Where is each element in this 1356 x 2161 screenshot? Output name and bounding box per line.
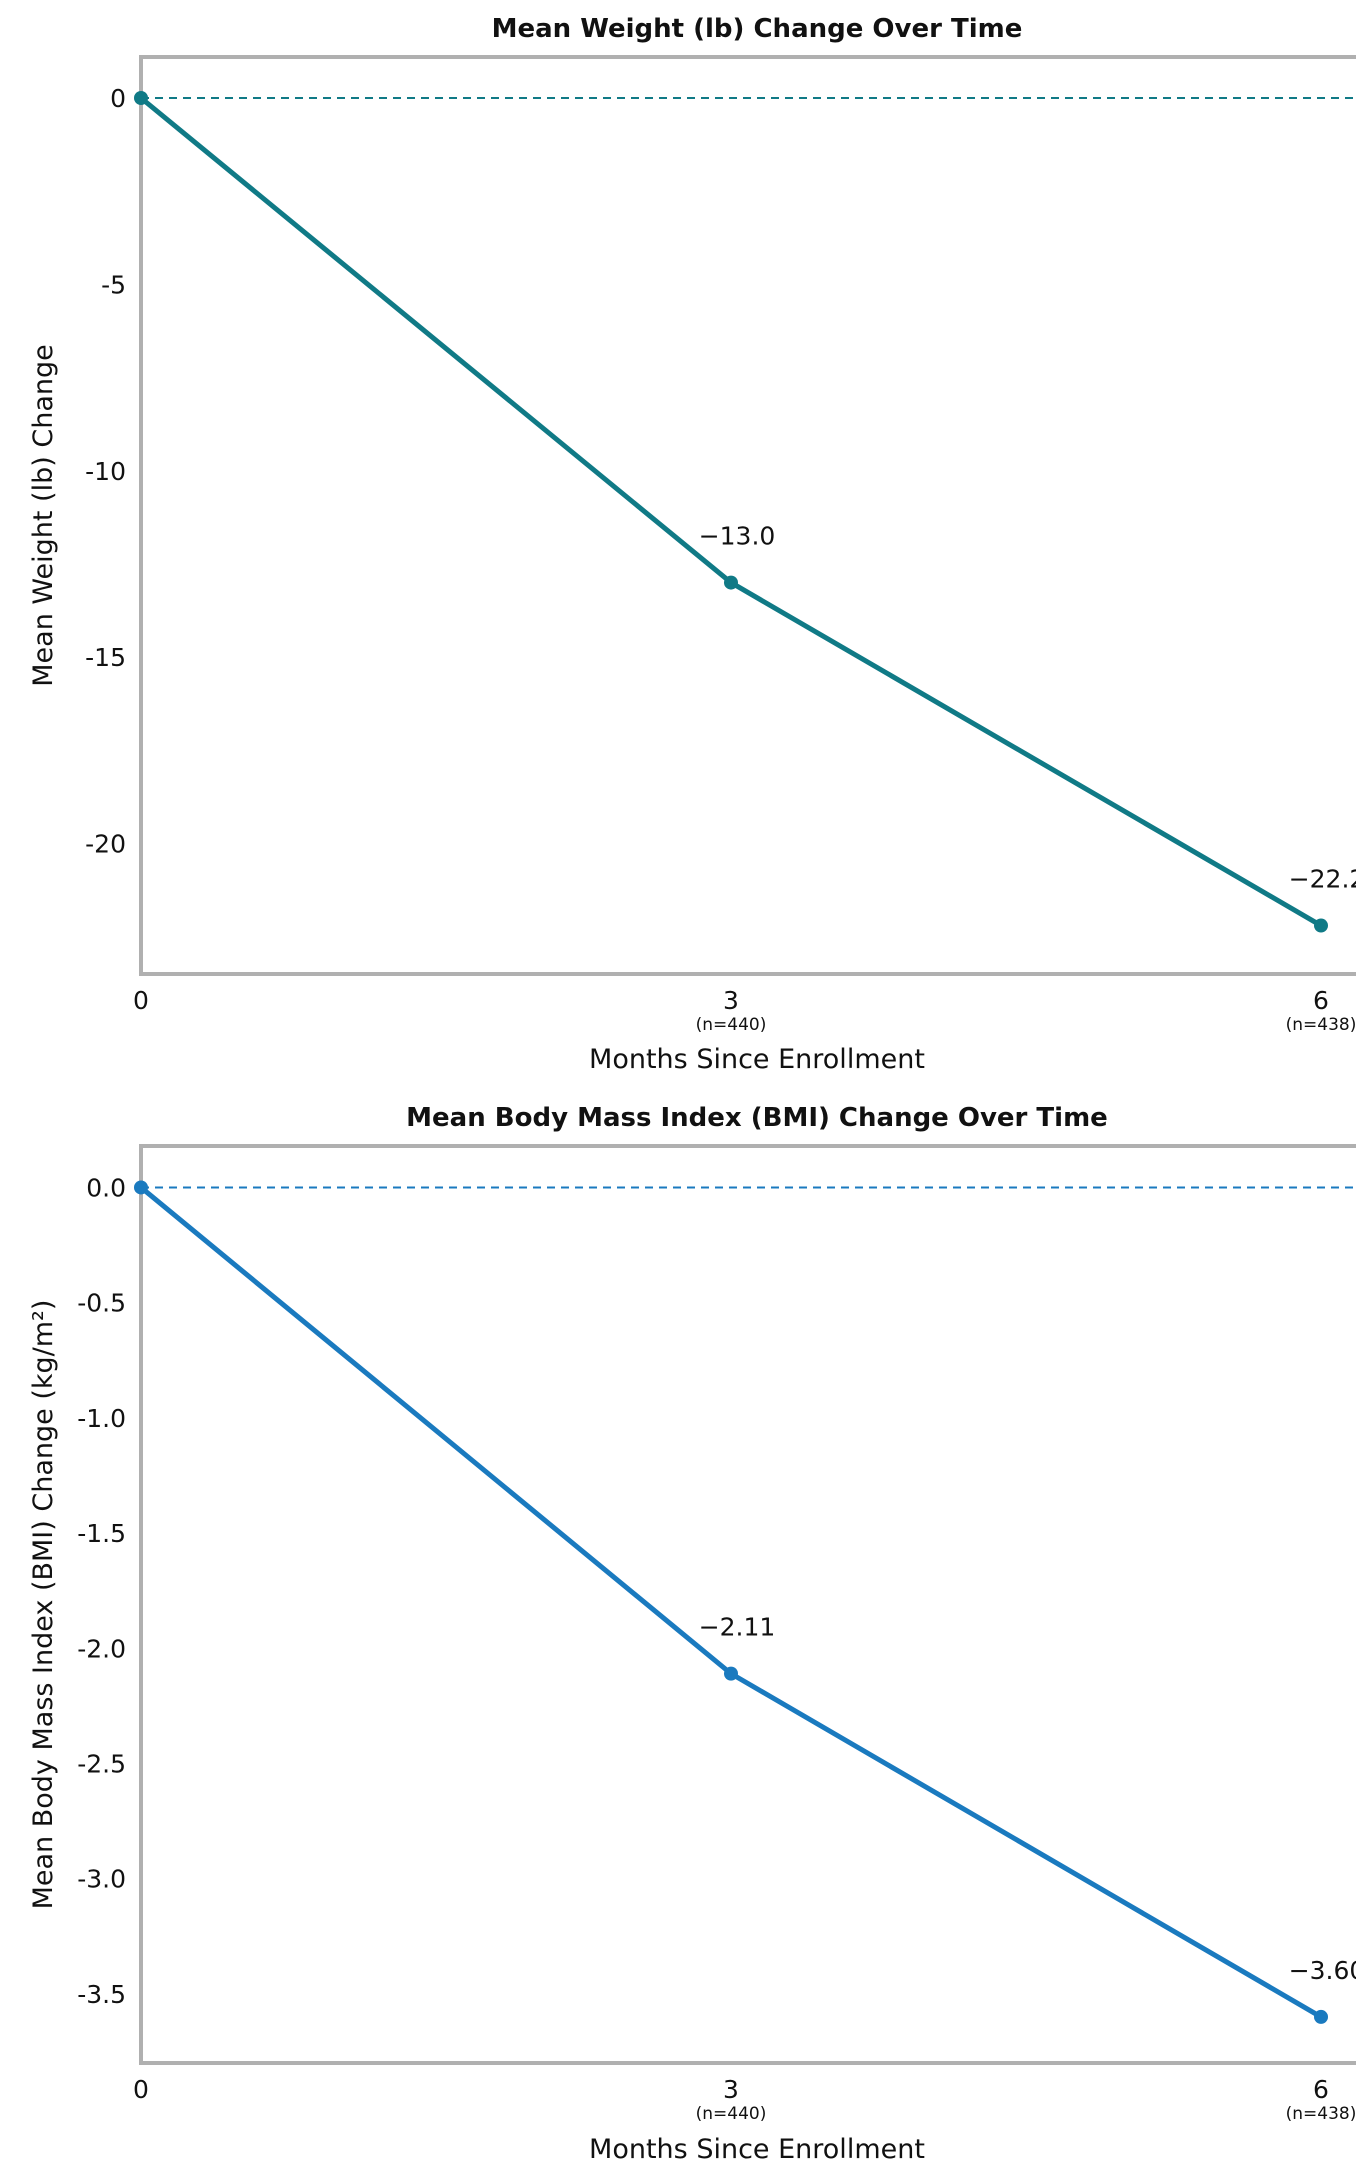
x-tick-sample-size: (n=438) xyxy=(1286,2104,1356,2124)
data-point xyxy=(134,1180,148,1195)
y-tick-label: 0.0 xyxy=(86,1173,126,1202)
weight-change-chart: Mean Weight (lb) Change Over Time 0 -5 -10 -… xyxy=(28,14,1356,1075)
data-point xyxy=(724,1666,738,1681)
x-tick-label: 6 xyxy=(1313,2075,1329,2104)
data-point xyxy=(1314,2009,1328,2024)
y-tick-label: -1.0 xyxy=(77,1404,126,1433)
y-tick-label: -5 xyxy=(101,270,126,299)
y-tick-label: -3.5 xyxy=(77,1980,126,2009)
y-tick-label: -3.0 xyxy=(77,1865,126,1894)
x-tick-label: 3 xyxy=(723,2075,739,2104)
data-label: −3.60 xyxy=(1289,1956,1356,1985)
x-tick-label: 0 xyxy=(133,2075,149,2104)
x-tick-label: 6 xyxy=(1313,986,1329,1015)
y-tick-label: -1.5 xyxy=(77,1519,126,1548)
data-label: −22.2 xyxy=(1289,865,1356,894)
y-tick-label: -15 xyxy=(85,643,126,672)
series-line xyxy=(139,1185,1323,2020)
x-tick-sample-size: (n=440) xyxy=(696,1015,767,1035)
plot-frame xyxy=(139,1144,1356,2065)
x-axis-label: Months Since Enrollment xyxy=(589,2134,925,2161)
chart-title: Mean Body Mass Index (BMI) Change Over T… xyxy=(406,1103,1108,1133)
y-tick-label: -0.5 xyxy=(77,1289,126,1318)
y-tick-label: -2.0 xyxy=(77,1634,126,1663)
chart-title: Mean Weight (lb) Change Over Time xyxy=(492,14,1023,44)
data-point xyxy=(134,91,148,106)
x-tick-label: 0 xyxy=(133,986,149,1015)
series-line xyxy=(139,96,1323,928)
y-tick-label: 0 xyxy=(110,84,126,113)
bmi-change-chart: Mean Body Mass Index (BMI) Change Over T… xyxy=(28,1103,1356,2161)
x-axis-label: Months Since Enrollment xyxy=(589,1044,925,1075)
x-tick-sample-size: (n=440) xyxy=(696,2104,767,2124)
data-point xyxy=(724,575,738,590)
y-tick-label: -20 xyxy=(85,830,126,859)
plot-frame xyxy=(139,55,1356,976)
y-tick-label: -10 xyxy=(85,457,126,486)
data-label: −13.0 xyxy=(699,522,776,551)
y-axis-label: Mean Body Mass Index (BMI) Change (kg/m²… xyxy=(28,1300,59,1910)
x-tick-sample-size: (n=438) xyxy=(1286,1015,1356,1035)
x-tick-label: 3 xyxy=(723,986,739,1015)
y-tick-label: -2.5 xyxy=(77,1749,126,1778)
y-axis-label: Mean Weight (lb) Change xyxy=(28,344,59,686)
data-point xyxy=(1314,918,1328,933)
data-label: −2.11 xyxy=(699,1613,776,1642)
